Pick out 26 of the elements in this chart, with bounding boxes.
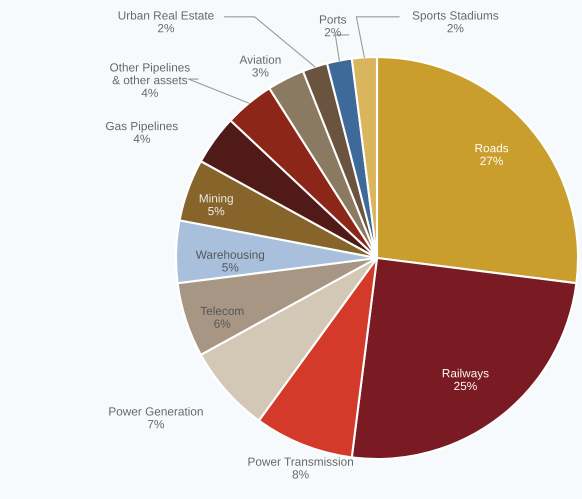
slice-label: Power Transmission xyxy=(248,457,353,466)
slice-label: Gas Pipelines xyxy=(106,122,178,133)
slice-label: Other Pipelines & other assets xyxy=(110,62,190,84)
data-label: 3% xyxy=(252,68,269,77)
data-label: 4% xyxy=(142,88,158,97)
slice-label: Roads xyxy=(475,144,508,152)
slice-label: Aviation xyxy=(240,55,281,64)
data-label: 2% xyxy=(158,24,174,32)
data-label: 7% xyxy=(148,420,164,428)
data-label: 27% xyxy=(480,156,503,165)
data-label: 6% xyxy=(214,319,230,328)
data-label: 4% xyxy=(134,134,150,143)
data-label: 2% xyxy=(324,28,341,36)
slice-label: Warehousing xyxy=(196,250,264,262)
data-label: 5% xyxy=(208,206,224,216)
slice-label: Sports Stadiums xyxy=(412,10,498,22)
data-label: 25% xyxy=(454,382,477,390)
data-label: 2% xyxy=(447,24,464,32)
slice-label: Power Generation xyxy=(109,406,203,416)
data-label: 5% xyxy=(222,263,238,272)
slice-label: Telecom xyxy=(200,306,244,316)
data-label: 8% xyxy=(292,470,309,479)
slice-label: Railways xyxy=(442,368,489,380)
slice-label: Urban Real Estate xyxy=(118,10,214,20)
slice-label: Ports xyxy=(320,15,346,24)
slice-label: Mining xyxy=(200,194,233,205)
